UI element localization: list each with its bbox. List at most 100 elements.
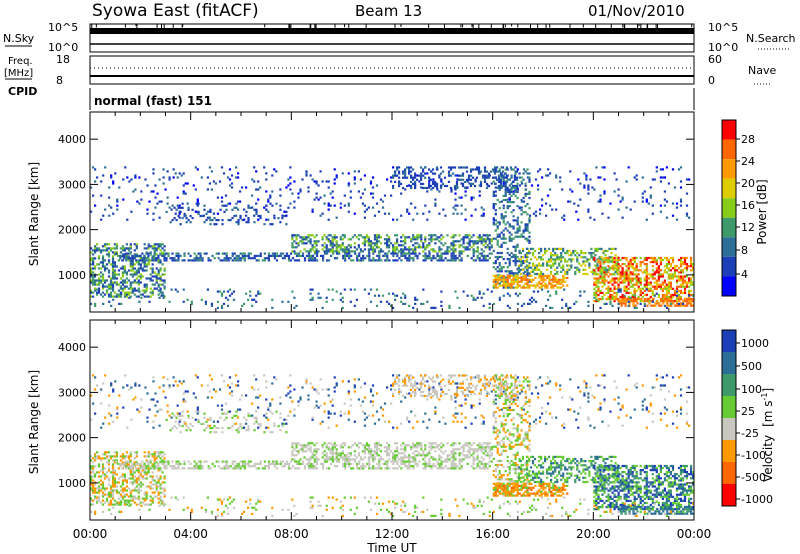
heatmap-cell [151, 289, 154, 292]
heatmap-cell [129, 283, 132, 286]
heatmap-cell [111, 277, 115, 280]
heatmap-cell [424, 238, 427, 241]
heatmap-cell [654, 302, 657, 305]
heatmap-cell [265, 178, 268, 181]
heatmap-cell [102, 214, 105, 217]
heatmap-cell [390, 252, 393, 255]
heatmap-cell [275, 259, 278, 262]
heatmap-cell [381, 250, 385, 253]
heatmap-cell [94, 287, 97, 290]
heatmap-cell [273, 168, 276, 171]
heatmap-cell [683, 281, 687, 284]
heatmap-cell [199, 214, 202, 218]
heatmap-cell [193, 257, 196, 260]
heatmap-cell [350, 259, 353, 262]
heatmap-cell [410, 180, 413, 183]
heatmap-cell [621, 269, 624, 272]
heatmap-cell [570, 252, 573, 255]
heatmap-cell [452, 244, 455, 247]
heatmap-cell [478, 257, 481, 260]
heatmap-cell [223, 252, 226, 255]
heatmap-cell [524, 182, 527, 185]
heatmap-cell [629, 208, 632, 211]
heatmap-cell [502, 266, 505, 269]
heatmap-cell [479, 180, 483, 183]
heatmap-cell [454, 234, 457, 237]
heatmap-cell [462, 246, 465, 249]
heatmap-cell [251, 465, 254, 468]
heatmap-cell [147, 259, 150, 262]
heatmap-cell [432, 306, 435, 309]
heatmap-cell [402, 240, 405, 243]
heatmap-cell [181, 217, 184, 220]
heatmap-cell [388, 467, 391, 470]
heatmap-cell [488, 252, 491, 255]
heatmap-cell [201, 465, 204, 468]
heatmap-cell [123, 495, 126, 498]
heatmap-cell [151, 491, 154, 494]
heatmap-cell [221, 467, 224, 470]
heatmap-cell [325, 248, 328, 251]
heatmap-cell [635, 283, 638, 286]
heatmap-cell [661, 283, 664, 286]
ytick-label: 1000 [58, 269, 86, 282]
heatmap-cell [619, 281, 622, 284]
heatmap-cell [317, 240, 320, 243]
heatmap-cell [609, 302, 612, 305]
heatmap-cell [539, 168, 542, 171]
heatmap-cell [416, 257, 419, 260]
heatmap-cell [207, 467, 210, 470]
heatmap-cell [456, 257, 459, 260]
heatmap-cell [440, 300, 443, 303]
heatmap-cell [506, 292, 509, 295]
heatmap-cell [151, 497, 154, 500]
heatmap-cell [561, 306, 564, 309]
heatmap-cell [90, 465, 93, 468]
heatmap-cell [386, 252, 389, 255]
heatmap-cell [183, 259, 186, 262]
heatmap-cell [392, 292, 395, 295]
heatmap-cell [315, 250, 318, 253]
heatmap-cell [375, 288, 379, 291]
heatmap-cell [129, 287, 132, 290]
heatmap-cell [213, 257, 216, 260]
heatmap-cell [563, 218, 566, 221]
heatmap-cell [544, 247, 547, 250]
heatmap-cell [324, 460, 327, 463]
heatmap-cell [120, 302, 123, 305]
heatmap-cell [546, 284, 549, 287]
heatmap-cell [611, 293, 614, 297]
heatmap-cell [661, 275, 664, 278]
heatmap-cell [111, 483, 115, 486]
heatmap-cell [528, 214, 532, 217]
heatmap-cell [347, 182, 350, 185]
heatmap-cell [219, 467, 222, 470]
heatmap-cell [375, 244, 379, 247]
heatmap-cell [386, 244, 389, 247]
heatmap-cell [265, 172, 268, 175]
heatmap-cell [440, 234, 443, 237]
heatmap-cell [163, 460, 166, 463]
heatmap-cell [121, 489, 124, 492]
heatmap-cell [567, 306, 570, 309]
heatmap-cell [402, 170, 405, 173]
heatmap-cell [516, 196, 519, 200]
heatmap-cell [496, 225, 499, 228]
heatmap-cell [111, 285, 115, 288]
heatmap-cell [202, 214, 205, 217]
heatmap-cell [392, 306, 395, 309]
heatmap-cell [671, 275, 675, 278]
heatmap-cell [158, 178, 161, 181]
heatmap-cell [99, 489, 103, 492]
heatmap-cell [518, 292, 521, 295]
heatmap-cell [639, 281, 642, 284]
heatmap-cell [631, 267, 634, 270]
heatmap-cell [232, 298, 236, 301]
heatmap-cell [209, 219, 212, 222]
heatmap-cell [627, 267, 630, 270]
heatmap-cell [681, 269, 685, 272]
heatmap-cell [373, 214, 377, 217]
heatmap-cell [630, 300, 633, 303]
heatmap-cell [610, 247, 613, 250]
heatmap-cell [297, 462, 301, 465]
